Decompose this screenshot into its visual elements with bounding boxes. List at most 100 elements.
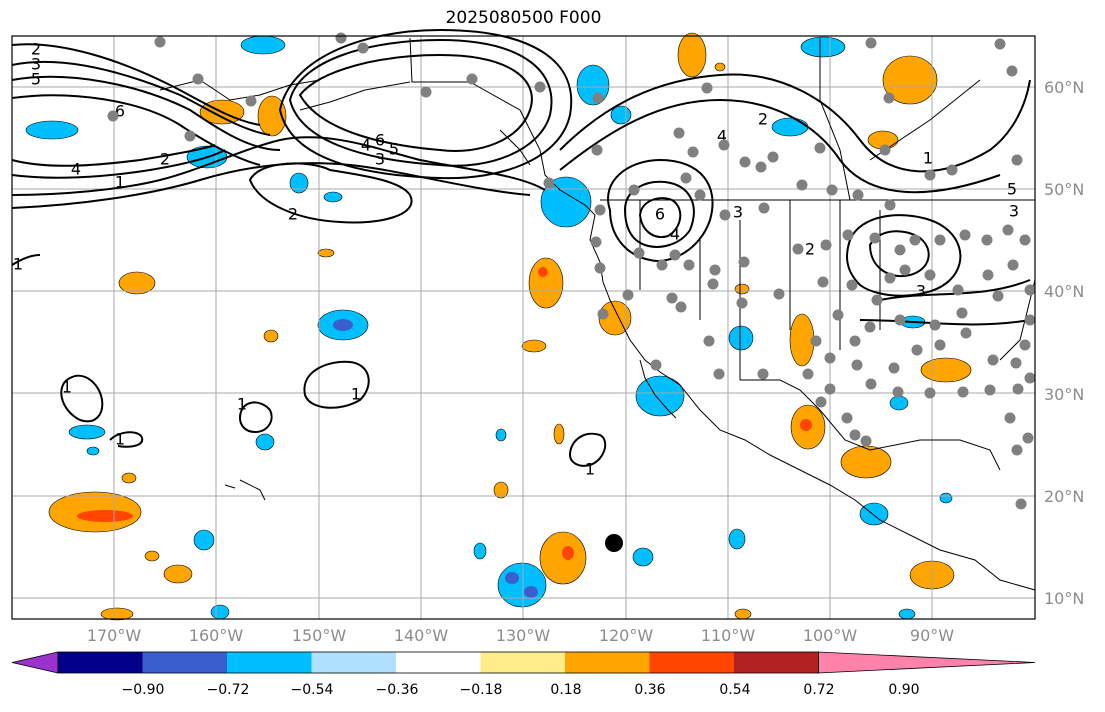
shaded-area (193, 529, 215, 551)
station-dot (357, 42, 369, 54)
colorbar-swatch (142, 652, 227, 673)
station-dot (420, 86, 432, 98)
contour-label: 1 (62, 378, 72, 397)
station-dot (594, 262, 606, 274)
colorbar-swatch (649, 652, 734, 673)
lon-label-100w: 100°W (802, 626, 858, 645)
shaded-area (528, 257, 564, 309)
contour-label: 3 (916, 282, 926, 301)
lat-label-20n: 20°N (1044, 487, 1085, 506)
contour-label: 3 (733, 203, 743, 222)
station-dot (824, 383, 836, 395)
contour-label: 5 (1007, 180, 1017, 199)
station-dot (192, 73, 204, 85)
lon-label-150w: 150°W (291, 626, 347, 645)
station-dot (992, 290, 1004, 302)
station-dot (1015, 498, 1027, 510)
colorbar-outline (57, 651, 819, 674)
station-dot (701, 82, 713, 94)
colorbar-extend-high (818, 651, 1036, 674)
lat-label-40n: 40°N (1044, 282, 1085, 301)
station-dot (796, 179, 808, 191)
station-dot (869, 232, 881, 244)
shaded-area (163, 564, 193, 584)
contour-label: 5 (31, 70, 41, 89)
shaded-area (497, 562, 547, 608)
shaded-area (240, 35, 286, 55)
station-dot (773, 288, 785, 300)
contour-label: 6 (375, 131, 385, 150)
station-dot (656, 259, 668, 271)
shaded-area (210, 604, 230, 620)
shaded-area (77, 510, 133, 522)
station-dot (597, 308, 609, 320)
station-dot (864, 321, 876, 333)
station-dot (757, 368, 769, 380)
station-dot (1019, 339, 1031, 351)
station-dot (892, 386, 904, 398)
shaded-area (539, 531, 587, 585)
station-dot (934, 339, 946, 351)
station-dot (842, 229, 854, 241)
lon-label-170w: 170°W (86, 626, 142, 645)
station-dot (622, 289, 634, 301)
station-dot (909, 234, 921, 246)
contour-label: 3 (375, 150, 385, 169)
contour-label: 3 (1009, 202, 1019, 221)
station-dot (709, 264, 721, 276)
station-dot (982, 269, 994, 281)
location-marker (605, 534, 623, 552)
colorbar-tick-label: 0.36 (634, 682, 666, 698)
station-dot (860, 435, 872, 447)
colorbar-tick-label: 0.72 (803, 682, 835, 698)
station-dot (543, 177, 555, 189)
shaded-area (939, 492, 953, 504)
contour-label: 2 (758, 110, 768, 129)
shaded-area (800, 36, 846, 58)
station-dot (1011, 154, 1023, 166)
station-dot (841, 412, 853, 424)
shaded-area (728, 325, 754, 351)
station-dot (694, 189, 706, 201)
station-dot (960, 327, 972, 339)
contour-label: 4 (670, 225, 680, 244)
station-dot (719, 209, 731, 221)
shaded-area (562, 546, 574, 560)
station-dot (984, 384, 996, 396)
station-dot (680, 172, 692, 184)
contour-label: 6 (655, 205, 665, 224)
map-frame (11, 35, 1036, 620)
station-dot (815, 396, 827, 408)
station-dot (683, 259, 695, 271)
station-dot (802, 368, 814, 380)
shaded-area (493, 481, 509, 499)
station-dot (810, 335, 822, 347)
station-dot (952, 284, 964, 296)
station-dot (669, 249, 681, 261)
shaded-area (859, 502, 889, 526)
shaded-area (800, 419, 812, 431)
colorbar-swatch (480, 652, 565, 673)
station-dot (713, 368, 725, 380)
station-dot (675, 301, 687, 313)
station-dot (894, 314, 906, 326)
colorbar-extend-low (11, 651, 59, 674)
shaded-area (714, 62, 726, 72)
colorbar-tick-label: 0.90 (888, 682, 920, 698)
station-dot (687, 146, 699, 158)
station-dot (184, 130, 196, 142)
colorbar-tick-label: −0.90 (121, 682, 165, 698)
station-dot (466, 73, 478, 85)
shaded-area (734, 608, 752, 620)
lon-label-140w: 140°W (393, 626, 449, 645)
station-dot (1011, 444, 1023, 456)
contour-label: 1 (13, 255, 23, 274)
shaded-area (495, 428, 507, 442)
contour-label: 1 (351, 385, 361, 404)
station-dot (884, 272, 896, 284)
station-dot (884, 199, 896, 211)
colorbar-tick-label: −0.36 (375, 682, 419, 698)
contour-label: 6 (115, 102, 125, 121)
station-dot (590, 236, 602, 248)
station-dot (929, 319, 941, 331)
